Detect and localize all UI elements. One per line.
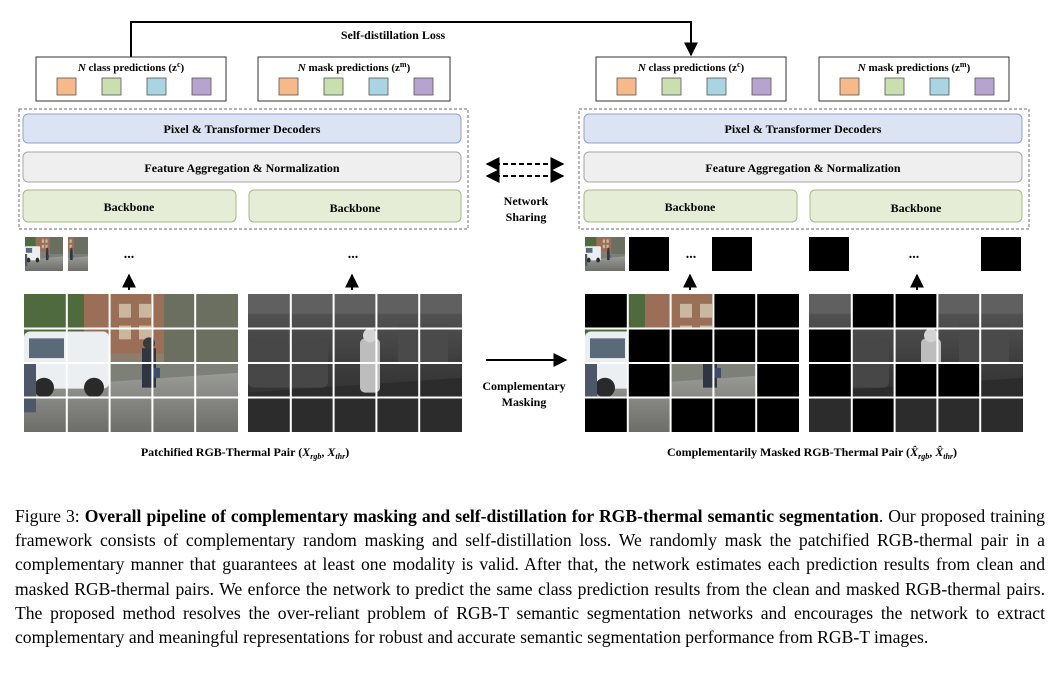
masked-patch (670, 328, 714, 363)
prediction-token (884, 77, 905, 96)
left-thermal-backbone-label: Backbone (330, 201, 381, 215)
masked-patch (627, 363, 671, 398)
prediction-token (974, 77, 995, 96)
left-thermal-token-ellipsis: ... (348, 247, 359, 262)
right-pair-caption: Complementarily Masked RGB-Thermal Pair … (667, 445, 957, 461)
left-rgb-backbone-block (22, 189, 237, 223)
caption-title: Overall pipeline of complementary maskin… (84, 506, 879, 526)
prediction-token (929, 77, 950, 96)
right-rgb-mask-patches (585, 294, 799, 432)
right-rgb-token-ellipsis: ... (686, 247, 697, 262)
prediction-token (706, 77, 727, 96)
left-aggregation-label: Feature Aggregation & Normalization (144, 161, 340, 175)
prediction-token (101, 77, 122, 96)
right-rgb-patch-grid (585, 294, 799, 432)
prediction-token (323, 77, 344, 96)
prediction-token (661, 77, 682, 96)
right-mask-tokens (839, 77, 995, 96)
complementary-masking-label-line2: Masking (502, 395, 547, 409)
right-aggregation-label: Feature Aggregation & Normalization (705, 161, 901, 175)
figure-caption: Figure 3: Overall pipeline of complement… (15, 504, 1045, 649)
masked-patch (756, 294, 799, 329)
right-column: N class predictions (zc) N mask predicti… (578, 56, 1030, 461)
prediction-token (191, 77, 212, 96)
masked-patch (713, 294, 757, 329)
prediction-token (56, 77, 77, 96)
left-mask-predictions-label: N mask predictions (zm) (297, 60, 411, 74)
masked-patch (756, 328, 799, 363)
right-decoders-label: Pixel & Transformer Decoders (725, 122, 882, 136)
left-thermal-backbone-block (248, 189, 462, 223)
self-distillation-loss-label: Self-distillation Loss (341, 28, 446, 42)
right-class-predictions-label: N class predictions (zc) (637, 60, 745, 74)
right-thermal-backbone-label: Backbone (891, 201, 942, 215)
left-rgb-token-ellipsis: ... (124, 247, 135, 262)
right-decoders-block (583, 113, 1023, 144)
masked-patch (756, 363, 799, 398)
caption-label: Figure 3: (15, 506, 80, 526)
right-thermal-token-ellipsis: ... (909, 247, 920, 262)
complementary-masking-label-line1: Complementary (482, 379, 565, 393)
network-sharing-label-line1: Network (504, 194, 549, 208)
prediction-token (278, 77, 299, 96)
right-thermal-token-thumbnails (809, 237, 1021, 271)
right-thermal-patch-grid (809, 294, 1023, 432)
network-sharing-label-line2: Sharing (506, 210, 547, 224)
left-aggregation-block (22, 151, 462, 183)
masked-patch (851, 397, 895, 432)
right-thermal-mask-patches (809, 294, 981, 432)
left-decoders-block (22, 113, 462, 144)
right-class-tokens (616, 77, 772, 96)
caption-body: . Our proposed training framework consis… (15, 506, 1045, 648)
left-class-predictions-label: N class predictions (zc) (77, 60, 185, 74)
left-decoders-label: Pixel & Transformer Decoders (164, 122, 321, 136)
right-rgb-backbone-label: Backbone (665, 200, 716, 214)
left-rgb-patch-grid (24, 294, 238, 432)
right-rgb-token-thumbnails (585, 237, 752, 271)
prediction-token (616, 77, 637, 96)
masked-patch (585, 397, 628, 432)
masked-patch (851, 294, 895, 329)
prediction-token (413, 77, 434, 96)
masked-patch (713, 328, 757, 363)
network-sharing-arrows (485, 157, 565, 183)
right-aggregation-block (583, 151, 1023, 183)
prediction-token (146, 77, 167, 96)
left-thermal-patch-grid (248, 294, 462, 432)
left-class-tokens (56, 77, 212, 96)
prediction-token (751, 77, 772, 96)
left-rgb-backbone-label: Backbone (104, 200, 155, 214)
masked-patch (627, 328, 671, 363)
prediction-token (839, 77, 860, 96)
left-mask-tokens (278, 77, 434, 96)
masked-patch (585, 294, 628, 329)
prediction-token (368, 77, 389, 96)
masked-patch (809, 328, 852, 363)
right-mask-predictions-label: N mask predictions (zm) (857, 60, 971, 74)
masked-patch (894, 363, 938, 398)
masked-patch (756, 397, 799, 432)
left-column: N class predictions (zc) N mask predicti… (18, 56, 469, 461)
left-pair-caption: Patchified RGB-Thermal Pair (Xrgb, Xthr) (141, 445, 349, 461)
right-thermal-backbone-block (809, 189, 1023, 223)
pipeline-figure: Self-distillation Loss N class predictio… (18, 21, 1030, 461)
masked-patch (713, 397, 757, 432)
masked-patch (894, 294, 938, 329)
masked-patch (809, 363, 852, 398)
masked-patch (937, 363, 981, 398)
masked-patch (670, 397, 714, 432)
right-rgb-backbone-block (583, 189, 798, 223)
